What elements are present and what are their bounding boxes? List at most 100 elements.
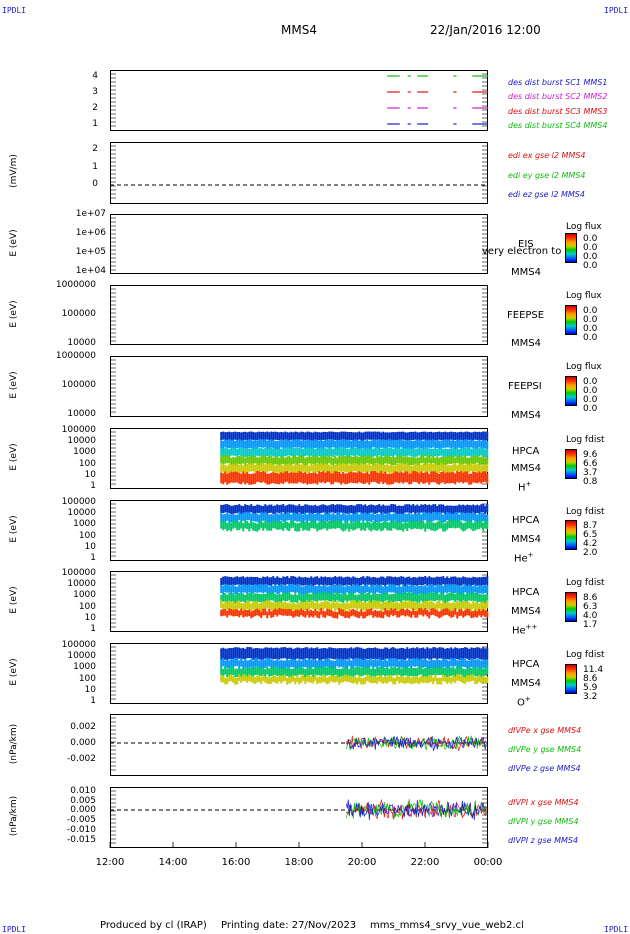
hpca-h-cell [474, 471, 477, 483]
hpca-o-cell [310, 666, 313, 675]
hpca-o-cell [408, 667, 411, 677]
hpca-he-cell [378, 521, 381, 530]
hpca-he2-cell [278, 608, 281, 615]
hpca-o-cell [328, 676, 331, 684]
hpca-he-cell [262, 512, 265, 521]
hpca-he-cell [302, 522, 305, 531]
hpca-he2-cell [376, 593, 379, 603]
hpca-he-cell [300, 505, 303, 515]
hpca-h-cell [332, 465, 335, 474]
hpca-h-cell [420, 431, 423, 441]
hpca-h-cell [438, 464, 441, 473]
hpca-he-cell [400, 513, 403, 522]
hpca-h-cell [394, 432, 397, 441]
hpca-o-cell [406, 676, 409, 683]
hpca-h-cell [252, 440, 255, 449]
hpca-o-cell [448, 667, 451, 677]
hpca-he-cell [478, 513, 481, 522]
hpca-h-cell [264, 448, 267, 457]
hpca-he2-cell [402, 601, 405, 610]
hpca-h-cell [254, 455, 257, 464]
hpca-h-cell [260, 431, 263, 441]
hpca-he2-cell [386, 601, 389, 610]
hpca-h-cell [348, 431, 351, 441]
hpca-he2-cell [432, 592, 435, 601]
hpca-h-cell [312, 464, 315, 473]
hpca-h-cell [272, 431, 275, 441]
hpca-h-cell [268, 447, 271, 456]
hpca-o-cell [254, 658, 257, 667]
hpca-o-cell [358, 675, 361, 682]
hpca-he-cell [344, 514, 347, 523]
hpca-he-cell [470, 513, 473, 523]
hpca-o-cell [264, 659, 267, 668]
hpca-he2-cell [396, 592, 399, 602]
hpca-h-cell [322, 456, 325, 465]
hpca-he-cell [468, 504, 471, 514]
hpca-he2-cell [326, 592, 329, 601]
hpca-o-cell [376, 648, 379, 660]
hpca-he2-cell [406, 601, 409, 610]
ytick: 1000 [73, 519, 96, 529]
hpca-h-cell [414, 471, 417, 482]
hpca-h-cell [380, 465, 383, 474]
hpca-o-cell [270, 659, 273, 668]
hpca-h-cell [374, 471, 377, 482]
hpca-he2-cell [486, 576, 489, 585]
hpca-h-cell [392, 448, 395, 457]
hpca-o-cell [224, 677, 227, 685]
hpca-he2-cell [440, 576, 443, 585]
hpca-h-cell [472, 464, 475, 473]
hpca-h-cell [292, 447, 295, 456]
hpca-he2-cell [432, 608, 435, 615]
hpca-he-cell [276, 504, 279, 513]
hpca-h-cell [320, 447, 323, 456]
hpca-h-cell [426, 455, 429, 464]
ytick: 1e+07 [75, 209, 106, 219]
hpca-h-cell [444, 465, 447, 474]
feepsi-spacecraft: MMS4 [511, 410, 541, 421]
ytick: 100000 [61, 497, 96, 507]
hpca-o-cell [308, 658, 311, 668]
hpca-o-cell [292, 674, 295, 682]
hpca-he-cell [348, 512, 351, 521]
hpca-he-cell [470, 521, 473, 530]
hpca-he2-cell [354, 577, 357, 586]
hpca-h-cell [334, 432, 337, 441]
hpca-h-cell [222, 473, 225, 485]
eis-colorbar-title: Log flux [566, 222, 602, 232]
hpca-he2-cell [384, 592, 387, 601]
hpca-h-cell [328, 454, 331, 463]
hpca-he2-cell [482, 601, 485, 610]
hpca-he2-cell [416, 594, 419, 603]
ytick: -0.015 [66, 835, 96, 845]
feepse-colorbar [565, 305, 577, 335]
hpca-h-cell [414, 431, 417, 440]
hpca-he2-cell [322, 601, 325, 610]
hpca-he2-cell [416, 586, 419, 595]
feepsi-panel [110, 356, 488, 417]
hpca-he2-cell [460, 577, 463, 586]
hpca-h-cell [460, 456, 463, 465]
hpca-o-cell [418, 659, 421, 669]
hpca-h-cell [334, 455, 337, 464]
hpca-o-cell [350, 647, 353, 659]
hpca-he2-cell [474, 577, 477, 586]
hpca-h-cell [300, 431, 303, 440]
hpca-h-cell [270, 447, 273, 456]
hpca-h-cell [350, 464, 353, 473]
hpca-o-cell [320, 676, 323, 684]
hpca-he2-cell [274, 593, 277, 603]
hpca-he-cell [226, 504, 229, 513]
hpca-o-cell [386, 667, 389, 676]
hpca-he2-cell [424, 600, 427, 610]
cb-value: 8.6 [583, 674, 598, 684]
hpca-h-cell [474, 455, 477, 464]
hpca-h-cell [274, 431, 277, 440]
hpca-he2-cell [408, 592, 411, 601]
hpca-he2-cell [438, 576, 441, 586]
hpca-he2-cell [278, 577, 281, 586]
hpca-o-cell [442, 647, 445, 659]
hpca-he2-cell [484, 610, 487, 618]
hpca-he2-cell [400, 586, 403, 595]
